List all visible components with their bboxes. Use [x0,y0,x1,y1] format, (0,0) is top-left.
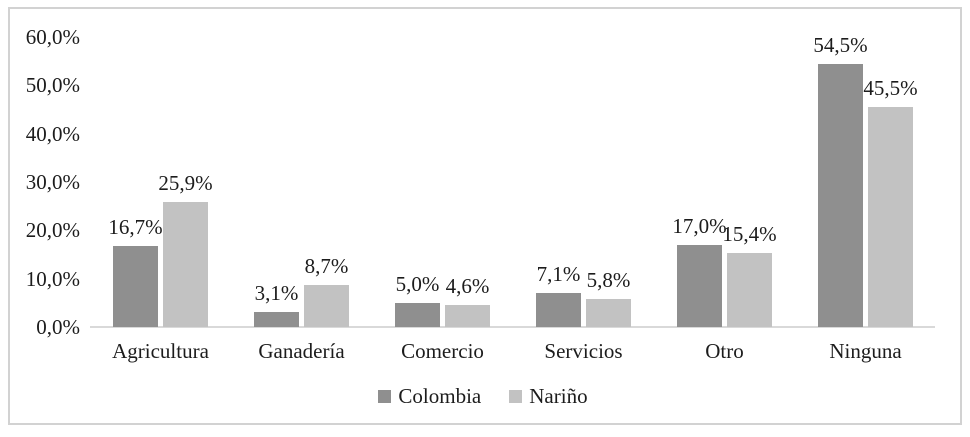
legend-item-nariño: Nariño [509,384,588,408]
y-tick-label: 10,0% [25,266,80,291]
legend-item-colombia: Colombia [378,384,481,408]
bar-colombia-servicios [536,292,581,327]
data-label: 15,4% [722,221,777,246]
y-tick-label: 50,0% [25,73,80,98]
x-axis-line [90,326,935,328]
category-label: Ganadería [258,339,345,363]
data-label: 17,0% [672,213,727,238]
data-label: 7,1% [536,261,581,286]
bar-nariño-agricultura [163,201,208,327]
legend: Colombia Nariño [8,384,958,408]
category-label: Otro [705,339,744,363]
bar-nariño-ganadería [304,284,349,327]
category-label: Comercio [401,339,484,363]
y-tick-label: 20,0% [25,218,80,243]
bar-colombia-ninguna [818,63,863,327]
bar-nariño-comercio [445,304,490,327]
legend-label: Nariño [529,384,588,408]
data-label: 8,7% [304,253,349,278]
category-label: Servicios [544,339,623,363]
data-label: 5,8% [586,267,631,292]
legend-swatch-icon [378,389,392,403]
category-label: Ninguna [829,339,902,363]
data-label: 25,9% [158,170,213,195]
bar-colombia-otro [677,244,722,327]
category-label: Agricultura [112,339,209,363]
y-tick-label: 30,0% [25,170,80,194]
bar-colombia-agricultura [113,246,158,327]
data-label: 5,0% [395,271,440,296]
y-tick-label: 40,0% [25,121,80,146]
bar-nariño-ninguna [868,107,913,327]
legend-swatch-icon [509,389,523,403]
bar-colombia-ganadería [254,312,299,327]
bar-nariño-servicios [586,298,631,327]
legend-label: Colombia [398,384,482,408]
data-label: 16,7% [108,215,163,240]
y-tick-label: 60,0% [25,25,80,49]
data-label: 45,5% [863,76,918,101]
data-label: 4,6% [445,273,490,298]
bar-colombia-comercio [395,302,440,327]
y-tick-label: 0,0% [36,315,80,339]
bar-nariño-otro [727,252,772,327]
data-label: 54,5% [813,32,868,57]
data-label: 3,1% [254,281,299,306]
